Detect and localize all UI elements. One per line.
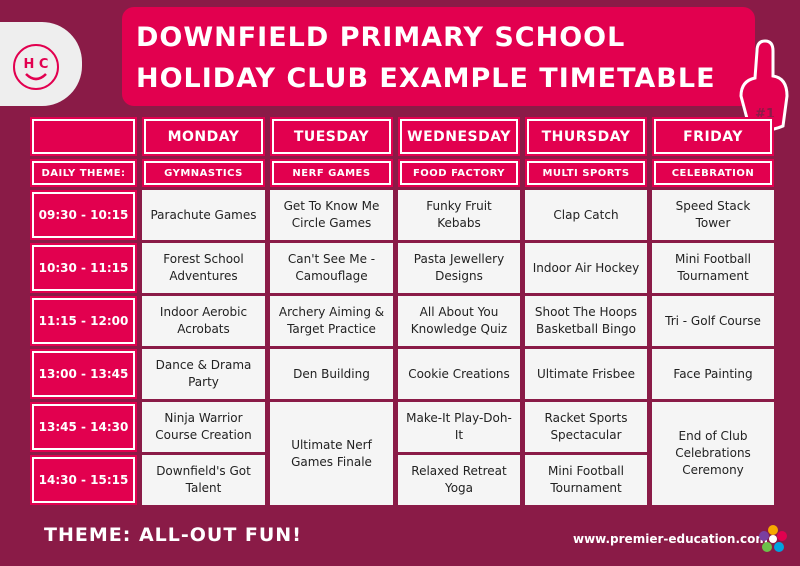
time-slot: 09:30 - 10:15 (30, 190, 137, 240)
activity-cell: Speed Stack Tower (652, 190, 774, 240)
activity-cell: Face Painting (652, 349, 774, 399)
activity-cell: Racket Sports Spectacular (525, 402, 647, 452)
activity-cell: Archery Aiming & Target Practice (270, 296, 393, 346)
activity-cell: Indoor Aerobic Acrobats (142, 296, 265, 346)
activity-cell: Can't See Me - Camouflage (270, 243, 393, 293)
activity-cell: End of Club Celebrations Ceremony (652, 402, 774, 505)
corner-cell (30, 117, 137, 156)
daily-theme: CELEBRATION (652, 159, 774, 187)
daily-theme: NERF GAMES (270, 159, 393, 187)
activity-cell: Forest School Adventures (142, 243, 265, 293)
activity-cell: Ultimate Nerf Games Finale (270, 402, 393, 505)
activity-cell: Mini Football Tournament (525, 455, 647, 505)
activity-cell: Funky Fruit Kebabs (398, 190, 520, 240)
activity-cell: All About You Knowledge Quiz (398, 296, 520, 346)
activity-cell: Relaxed Retreat Yoga (398, 455, 520, 505)
activity-cell: Get To Know Me Circle Games (270, 190, 393, 240)
activity-cell: Ultimate Frisbee (525, 349, 647, 399)
holiday-clubs-logo: H C (0, 22, 82, 106)
time-slot: 13:45 - 14:30 (30, 402, 137, 452)
timetable: MONDAY TUESDAY WEDNESDAY THURSDAY FRIDAY… (30, 117, 774, 505)
time-slot: 10:30 - 11:15 (30, 243, 137, 293)
activity-cell: Parachute Games (142, 190, 265, 240)
time-slot: 13:00 - 13:45 (30, 349, 137, 399)
activity-cell: Indoor Air Hockey (525, 243, 647, 293)
daily-theme: FOOD FACTORY (398, 159, 520, 187)
activity-cell: Clap Catch (525, 190, 647, 240)
time-slot: 14:30 - 15:15 (30, 455, 137, 505)
activity-cell: Ninja Warrior Course Creation (142, 402, 265, 452)
activity-cell: Pasta Jewellery Designs (398, 243, 520, 293)
day-header: WEDNESDAY (398, 117, 520, 156)
title-line-2: HOLIDAY CLUB EXAMPLE TIMETABLE (136, 63, 716, 94)
activity-cell: Dance & Drama Party (142, 349, 265, 399)
activity-cell: Cookie Creations (398, 349, 520, 399)
premier-education-logo-icon (759, 525, 787, 552)
activity-cell: Downfield's Got Talent (142, 455, 265, 505)
page-title: DOWNFIELD PRIMARY SCHOOL HOLIDAY CLUB EX… (122, 7, 755, 106)
day-header: MONDAY (142, 117, 265, 156)
theme-label: DAILY THEME: (30, 159, 137, 187)
title-line-1: DOWNFIELD PRIMARY SCHOOL (136, 22, 626, 53)
activity-cell: Shoot The Hoops Basketball Bingo (525, 296, 647, 346)
day-header: TUESDAY (270, 117, 393, 156)
day-header: THURSDAY (525, 117, 647, 156)
daily-theme: GYMNASTICS (142, 159, 265, 187)
svg-text:H C: H C (24, 57, 49, 72)
activity-cell: Den Building (270, 349, 393, 399)
activity-cell: Make-It Play-Doh-It (398, 402, 520, 452)
theme-footer: THEME: ALL-OUT FUN! (44, 524, 302, 546)
website-link[interactable]: www.premier-education.com (573, 532, 768, 546)
activity-cell: Tri - Golf Course (652, 296, 774, 346)
activity-cell: Mini Football Tournament (652, 243, 774, 293)
time-slot: 11:15 - 12:00 (30, 296, 137, 346)
day-header: FRIDAY (652, 117, 774, 156)
daily-theme: MULTI SPORTS (525, 159, 647, 187)
